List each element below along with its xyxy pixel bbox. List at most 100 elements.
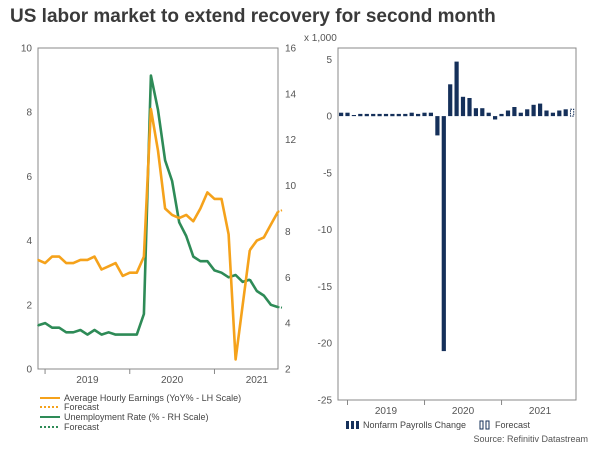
series-point-1-18 — [164, 159, 166, 162]
series-point-1-2 — [51, 326, 53, 329]
bar-axis-tick-label-6: -25 — [318, 396, 333, 407]
payroll-bar-25 — [499, 113, 504, 117]
right-plot-frame — [337, 47, 577, 401]
payroll-bar-22 — [480, 108, 485, 117]
series-point-0-23 — [199, 207, 202, 210]
right-legend-solid-bar-0 — [346, 421, 349, 429]
left-axis-tick-label-5: 10 — [21, 44, 33, 55]
series-point-0-10 — [107, 265, 110, 268]
series-point-0-6 — [79, 259, 82, 261]
series-point-1-9 — [100, 333, 103, 336]
left-axis-tick-label-0: 0 — [26, 365, 32, 376]
left-x-tick-label-1: 2020 — [161, 375, 184, 386]
series-point-0-24 — [206, 191, 209, 194]
payroll-bar-29 — [525, 109, 530, 117]
series-point-0-3 — [58, 255, 60, 258]
payroll-bar-28 — [518, 112, 523, 117]
payroll-bar-14 — [428, 112, 433, 117]
series-point-1-11 — [114, 333, 117, 336]
right-chart: x 1,000 5 0 -5 -10 -15 -20 -25 2019 2020 2021 — [304, 33, 577, 417]
series-point-0-27 — [227, 233, 230, 235]
source-note: Source: Refinitiv Datastream — [473, 434, 588, 444]
payroll-bar-23 — [486, 112, 491, 117]
series-point-1-6 — [79, 329, 82, 331]
left-axis-tick-label-3: 6 — [26, 172, 32, 183]
series-point-1-1 — [44, 322, 46, 324]
series-point-1-8 — [93, 329, 96, 331]
series-point-0-26 — [220, 198, 223, 200]
payroll-bar-21 — [473, 108, 478, 117]
series-point-0-25 — [213, 198, 216, 200]
series-point-1-3 — [58, 326, 60, 329]
series-point-0-17 — [157, 149, 159, 152]
series-point-1-29 — [241, 281, 244, 283]
series-point-1-27 — [227, 276, 230, 279]
series-point-1-7 — [86, 333, 89, 336]
series-point-1-16 — [150, 74, 152, 77]
left-axis-tick-label-2: 4 — [26, 236, 32, 247]
right-legend-hollow-bar-0 — [479, 420, 484, 430]
series-point-0-8 — [93, 255, 96, 258]
series-point-1-20 — [178, 221, 180, 224]
right-axis-tick-label-0: 2 — [285, 365, 291, 376]
payroll-bar-5 — [371, 113, 376, 117]
payroll-bar-11 — [409, 112, 414, 117]
right-legend-hollow-bar-1 — [485, 420, 490, 430]
bar-axis-tick-label-4: -15 — [318, 282, 333, 293]
series-point-1-22 — [192, 255, 195, 258]
right-legend-solid-bar-1 — [351, 421, 354, 429]
payroll-bar-0 — [339, 112, 344, 117]
series-point-0-7 — [86, 259, 89, 261]
chart-title: US labor market to extend recovery for s… — [10, 6, 496, 27]
payroll-bar-35 — [563, 109, 568, 117]
series-point-1-4 — [65, 331, 68, 334]
series-point-0-11 — [114, 262, 117, 264]
right-legend-solid-bar-2 — [356, 421, 359, 429]
right-axis-tick-label-6: 14 — [285, 89, 297, 100]
series-point-1-14 — [136, 333, 138, 336]
bar-axis-tick-label-1: 0 — [326, 112, 332, 123]
series-point-0-13 — [128, 271, 131, 274]
forecast-dotted-end-1 — [277, 306, 283, 309]
bar-x-tick-label-2: 2021 — [529, 406, 552, 417]
series-point-1-0 — [37, 324, 39, 327]
bar-axis-tick-label-2: -5 — [323, 168, 332, 179]
left-x-tick-label-2: 2021 — [246, 375, 269, 386]
payroll-bar-18 — [454, 61, 459, 117]
right-axis-tick-label-2: 6 — [285, 273, 291, 284]
right-axis-tick-label-1: 4 — [285, 319, 291, 330]
payroll-bar-15 — [435, 116, 440, 136]
series-point-0-4 — [65, 262, 68, 264]
payroll-bar-17 — [448, 84, 453, 117]
series-point-0-20 — [178, 217, 180, 219]
payroll-bar-1 — [345, 112, 350, 117]
series-point-0-18 — [164, 207, 166, 210]
forecast-line-0 — [248, 211, 280, 251]
series-point-1-19 — [171, 180, 173, 182]
payroll-bar-12 — [416, 113, 421, 117]
payroll-bar-32 — [544, 110, 549, 117]
right-axis-tick-label-7: 16 — [285, 44, 297, 55]
payroll-bar-30 — [531, 104, 536, 117]
series-point-0-28 — [234, 358, 237, 361]
series-point-0-2 — [51, 255, 53, 258]
series-point-1-28 — [234, 274, 237, 276]
payroll-bar-19 — [460, 96, 466, 117]
payroll-bar-6 — [377, 113, 382, 117]
left-plot-frame — [37, 47, 279, 370]
series-point-0-16 — [150, 108, 152, 110]
series-point-1-25 — [213, 269, 216, 272]
payroll-bar-13 — [422, 112, 427, 117]
series-point-1-26 — [220, 271, 223, 274]
payroll-bar-27 — [512, 107, 517, 117]
series-point-1-13 — [128, 333, 131, 336]
payroll-bar-26 — [505, 110, 511, 117]
left-chart: 0 2 4 6 8 10 2 4 6 8 10 12 14 16 2019 2020 2021 — [21, 44, 297, 387]
series-point-0-0 — [37, 259, 39, 261]
left-x-tick-label-0: 2019 — [76, 375, 99, 386]
payroll-bar-34 — [557, 110, 562, 117]
series-point-0-21 — [185, 214, 188, 216]
right-legend-label-0: Nonfarm Payrolls Change — [363, 420, 466, 430]
left-legend-label-1: Forecast — [64, 402, 100, 412]
